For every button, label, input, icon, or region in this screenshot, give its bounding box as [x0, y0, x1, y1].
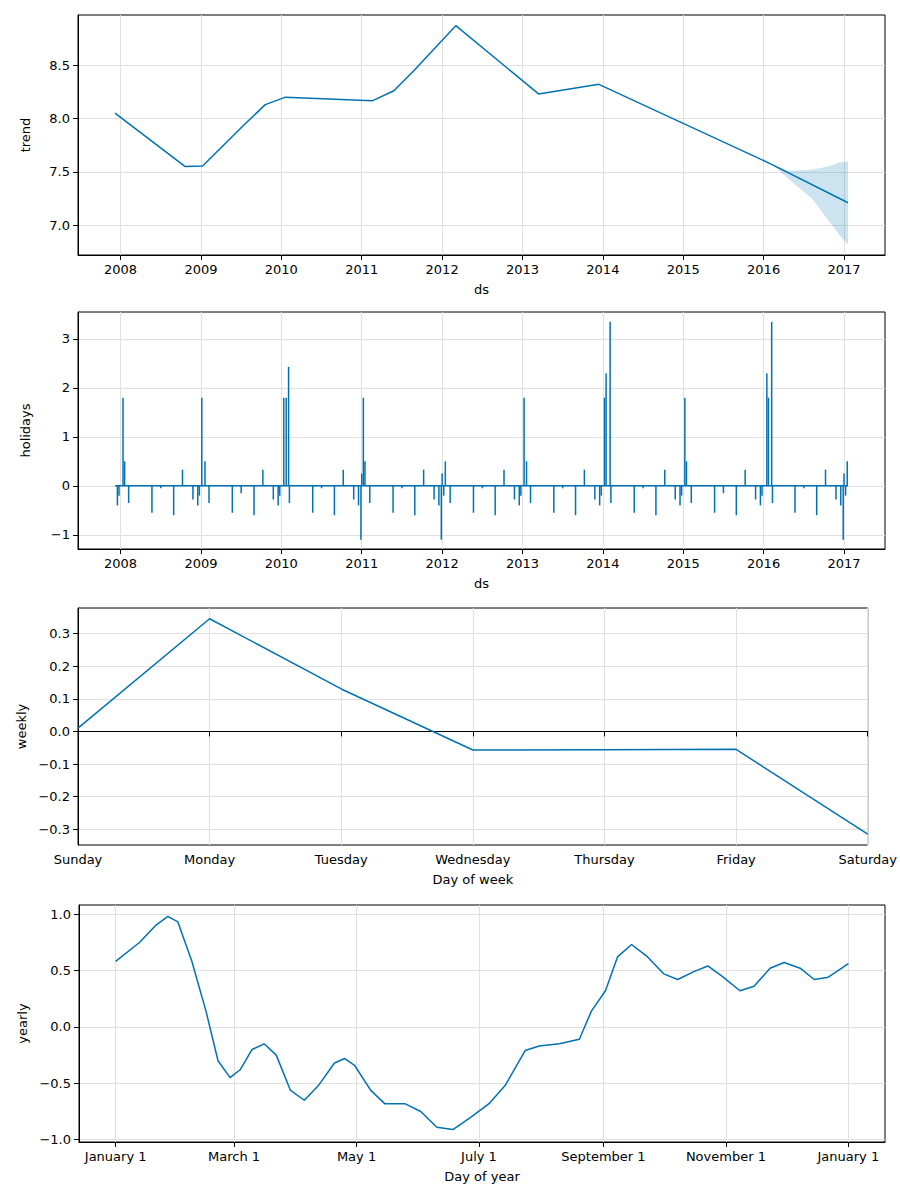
svg-text:2008: 2008	[104, 556, 137, 571]
svg-text:−0.2: −0.2	[38, 789, 70, 804]
svg-text:3: 3	[62, 331, 70, 346]
svg-text:2016: 2016	[747, 556, 780, 571]
svg-text:−0.1: −0.1	[38, 757, 70, 772]
svg-text:Day of year: Day of year	[444, 1169, 520, 1184]
svg-text:holidays: holidays	[18, 403, 33, 457]
svg-text:2017: 2017	[827, 556, 860, 571]
svg-text:Sunday: Sunday	[54, 852, 103, 867]
svg-text:January 1: January 1	[817, 1149, 880, 1164]
svg-text:8.0: 8.0	[49, 111, 70, 126]
svg-text:0.3: 0.3	[49, 626, 70, 641]
svg-text:yearly: yearly	[15, 1003, 30, 1044]
svg-text:2011: 2011	[345, 262, 378, 277]
svg-text:−1: −1	[51, 527, 70, 542]
svg-text:Tuesday: Tuesday	[314, 852, 368, 867]
svg-text:2015: 2015	[667, 556, 700, 571]
svg-text:Thursday: Thursday	[573, 852, 635, 867]
svg-text:2014: 2014	[586, 262, 619, 277]
svg-text:2009: 2009	[184, 262, 217, 277]
svg-text:0: 0	[62, 478, 70, 493]
svg-text:0.5: 0.5	[50, 963, 71, 978]
svg-text:Friday: Friday	[716, 852, 756, 867]
svg-text:−1.0: −1.0	[39, 1132, 71, 1147]
svg-text:2017: 2017	[827, 262, 860, 277]
svg-text:trend: trend	[18, 118, 33, 153]
svg-text:0.2: 0.2	[49, 659, 70, 674]
svg-text:ds: ds	[474, 576, 489, 591]
svg-text:8.5: 8.5	[49, 58, 70, 73]
svg-text:−0.3: −0.3	[38, 822, 70, 837]
svg-text:0.1: 0.1	[49, 691, 70, 706]
svg-text:2016: 2016	[747, 262, 780, 277]
svg-text:7.5: 7.5	[49, 164, 70, 179]
svg-text:Saturday: Saturday	[838, 852, 897, 867]
svg-text:2012: 2012	[426, 262, 459, 277]
svg-text:May 1: May 1	[337, 1149, 376, 1164]
svg-text:2012: 2012	[426, 556, 459, 571]
svg-text:2013: 2013	[506, 262, 539, 277]
svg-text:Day of week: Day of week	[433, 872, 514, 887]
svg-text:2010: 2010	[265, 556, 298, 571]
svg-text:−0.5: −0.5	[39, 1076, 71, 1091]
svg-text:July 1: July 1	[460, 1149, 497, 1164]
svg-text:Monday: Monday	[184, 852, 236, 867]
svg-text:September 1: September 1	[561, 1149, 645, 1164]
svg-text:2013: 2013	[506, 556, 539, 571]
svg-text:2009: 2009	[184, 556, 217, 571]
svg-text:March 1: March 1	[208, 1149, 260, 1164]
svg-text:0.0: 0.0	[50, 1019, 71, 1034]
svg-text:2010: 2010	[265, 262, 298, 277]
svg-text:1.0: 1.0	[50, 907, 71, 922]
svg-text:2014: 2014	[586, 556, 619, 571]
svg-text:weekly: weekly	[14, 703, 29, 749]
svg-text:2011: 2011	[345, 556, 378, 571]
svg-text:2008: 2008	[104, 262, 137, 277]
svg-text:Wednesday: Wednesday	[435, 852, 511, 867]
svg-text:2: 2	[62, 380, 70, 395]
svg-text:ds: ds	[474, 282, 489, 297]
svg-text:7.0: 7.0	[49, 218, 70, 233]
svg-text:1: 1	[62, 429, 70, 444]
svg-text:2015: 2015	[667, 262, 700, 277]
svg-text:November 1: November 1	[686, 1149, 766, 1164]
svg-text:0.0: 0.0	[49, 724, 70, 739]
svg-text:January 1: January 1	[84, 1149, 147, 1164]
